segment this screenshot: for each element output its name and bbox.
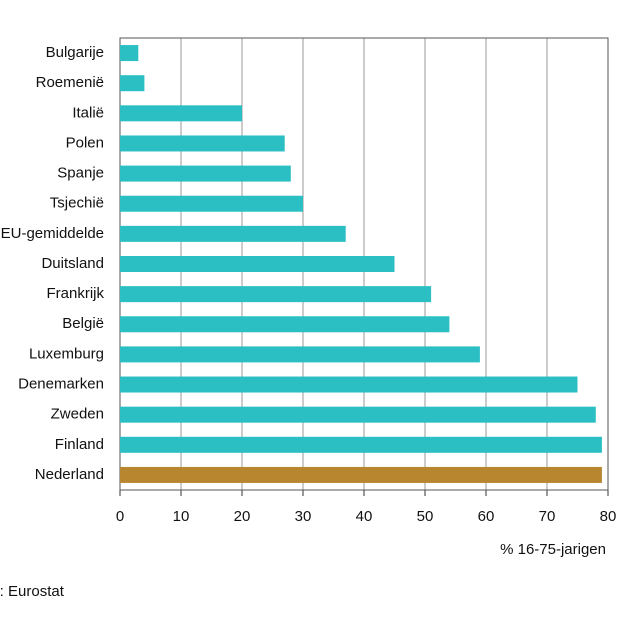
x-tick-label: 40	[356, 508, 373, 525]
x-tick-label: 50	[417, 508, 434, 525]
x-axis-label: % 16-75-jarigen	[500, 541, 606, 558]
x-tick-label: 0	[116, 508, 124, 525]
bar	[120, 466, 602, 483]
bar	[120, 75, 145, 92]
y-tick-label: Italië	[72, 104, 104, 121]
bar	[120, 45, 139, 62]
y-tick-label: Finland	[55, 436, 104, 453]
y-tick-label: Bulgarije	[46, 44, 104, 61]
y-tick-label: Zweden	[51, 406, 104, 423]
x-tick-label: 20	[234, 508, 251, 525]
bar	[120, 316, 450, 333]
y-tick-label: België	[62, 315, 104, 332]
bar	[120, 436, 602, 453]
y-tick-label: Duitsland	[41, 255, 104, 272]
x-tick-label: 70	[539, 508, 556, 525]
y-tick-label: Spanje	[57, 165, 104, 182]
y-tick-label: Frankrijk	[46, 285, 104, 302]
bar	[120, 256, 395, 272]
bar	[120, 105, 242, 122]
y-tick-label: Roemenië	[36, 74, 104, 91]
y-tick-label: Polen	[66, 134, 104, 151]
bar	[120, 406, 596, 423]
x-tick-label: 80	[600, 508, 617, 525]
y-tick-label: Denemarken	[18, 376, 104, 393]
x-tick-label: 30	[295, 508, 312, 525]
y-tick-label: Luxemburg	[29, 345, 104, 362]
x-tick-label: 60	[478, 508, 495, 525]
y-tick-label: EU-gemiddelde	[1, 225, 104, 242]
bar	[120, 376, 578, 393]
bar	[120, 346, 480, 363]
y-tick-label: Tsjechië	[50, 195, 104, 212]
source: Bron: Eurostat	[0, 583, 65, 600]
bar	[120, 286, 432, 303]
bar	[120, 225, 346, 242]
bar	[120, 195, 303, 212]
bar	[120, 165, 291, 182]
y-tick-label: Nederland	[35, 466, 104, 483]
x-tick-label: 10	[173, 508, 190, 525]
bar	[120, 135, 285, 152]
